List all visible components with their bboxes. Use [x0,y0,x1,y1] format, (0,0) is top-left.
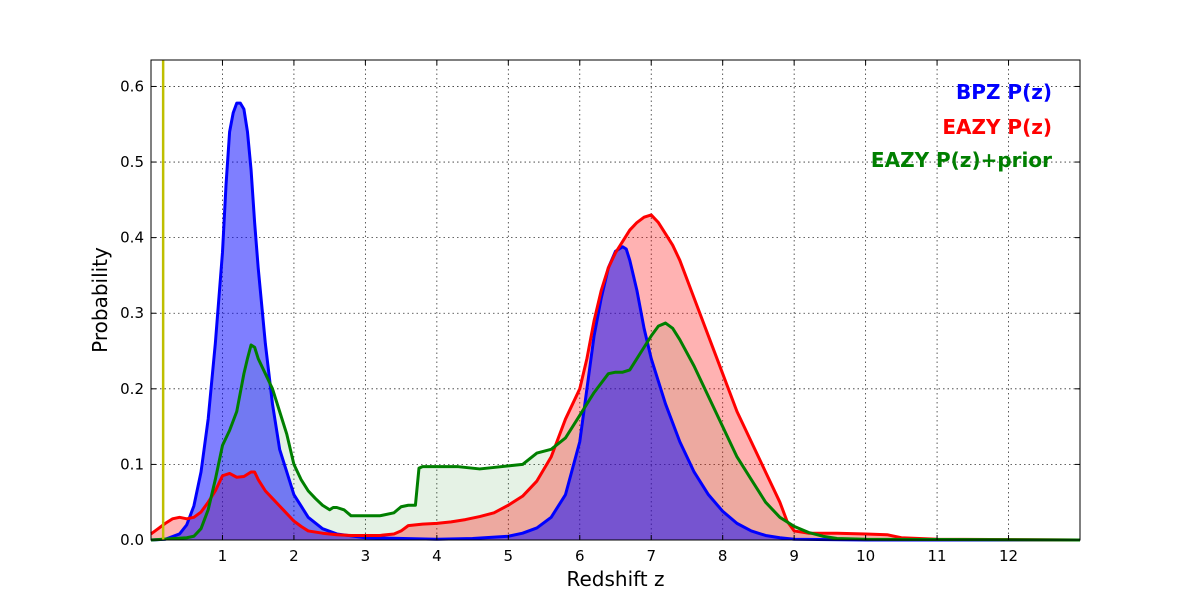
series-fills [151,103,1080,540]
x-axis-label: Redshift z [566,567,664,591]
x-axis-ticks: 1 2 3 4 5 6 7 8 9 10 11 12 [218,60,1018,565]
x-tick-label: 7 [646,547,656,565]
legend-entry-eazy: EAZY P(z) [942,115,1052,139]
x-tick-label: 3 [361,547,371,565]
plot-frame [150,59,1081,541]
series-line-eazy [150,213,1081,542]
x-tick-label: 6 [575,547,585,565]
x-tick-label: 2 [289,547,299,565]
y-axis-ticks: 0.0 0.1 0.2 0.3 0.4 0.5 0.6 [120,77,1080,549]
legend-entry-bpz: BPZ P(z) [956,80,1052,104]
y-tick-label: 0.2 [120,380,144,398]
legend-entry-eazy-prior: EAZY P(z)+prior [871,148,1052,172]
series-fill-bpz [151,103,1080,540]
x-tick-label: 10 [856,547,875,565]
series-line-eazy-prior [150,321,1081,542]
x-tick-label: 1 [218,547,228,565]
y-tick-label: 0.5 [120,153,144,171]
y-tick-label: 0.3 [120,304,144,322]
legend: BPZ P(z) EAZY P(z) EAZY P(z)+prior [871,80,1052,172]
x-tick-label: 5 [504,547,514,565]
y-tick-label: 0.1 [120,455,144,473]
y-tick-label: 0.0 [120,531,144,549]
x-tick-label: 4 [432,547,442,565]
x-tick-label: 11 [928,547,947,565]
x-tick-label: 8 [718,547,728,565]
y-tick-label: 0.6 [120,77,144,95]
x-tick-label: 12 [999,547,1018,565]
y-tick-label: 0.4 [120,229,144,247]
x-tick-label: 9 [789,547,799,565]
y-axis-label: Probability [88,247,112,353]
